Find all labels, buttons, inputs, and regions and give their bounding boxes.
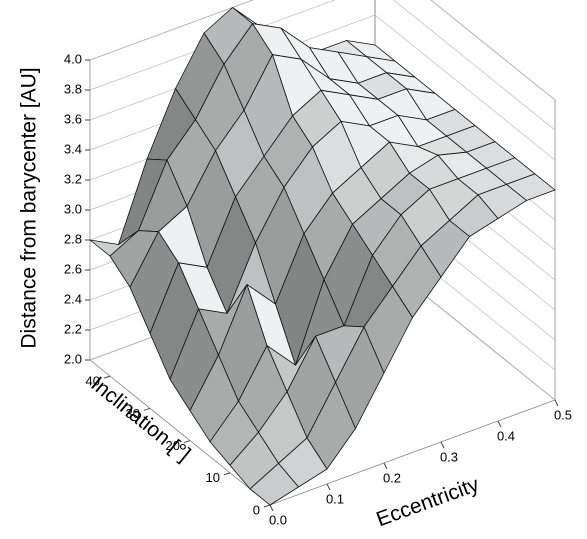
- x-tick-label: 0.4: [497, 428, 515, 443]
- z-tick-label: 2.0: [64, 351, 82, 366]
- z-tick-label: 2.4: [64, 291, 82, 306]
- y-tick-label: 0: [253, 502, 260, 517]
- y-tick: [103, 375, 111, 379]
- y-tick: [223, 472, 231, 476]
- x-tick-label: 0.5: [554, 407, 572, 422]
- z-axis-title: Distance from barycenter [AU]: [18, 67, 41, 348]
- z-tick-label: 3.4: [64, 141, 82, 156]
- x-tick: [554, 399, 559, 407]
- x-tick: [440, 441, 445, 449]
- z-tick-label: 3.6: [64, 111, 82, 126]
- grid-line: [89, 0, 556, 131]
- z-tick-label: 3.0: [64, 201, 82, 216]
- surface: [89, 7, 556, 506]
- z-tick-label: 3.2: [64, 171, 82, 186]
- y-tick-label: 30: [126, 406, 140, 421]
- x-tick-label: 0.0: [269, 512, 287, 527]
- z-tick-label: 2.8: [64, 231, 82, 246]
- z-tick-label: 2.6: [64, 261, 82, 276]
- y-tick-label: 40: [86, 374, 100, 389]
- z-tick-label: 3.8: [64, 81, 82, 96]
- x-tick: [383, 462, 388, 470]
- y-tick: [143, 407, 151, 411]
- y-tick-label: 10: [206, 470, 220, 485]
- grid-line: [89, 0, 556, 101]
- x-tick: [497, 420, 502, 428]
- x-tick: [269, 504, 274, 512]
- x-tick-label: 0.1: [326, 491, 344, 506]
- x-tick-label: 0.3: [440, 449, 458, 464]
- surface-cell: [249, 462, 299, 506]
- x-tick-label: 0.2: [383, 470, 401, 485]
- y-tick-label: 20: [166, 438, 180, 453]
- y-tick: [263, 504, 271, 508]
- z-tick-label: 4.0: [64, 51, 82, 66]
- y-tick: [183, 440, 191, 444]
- z-tick-label: 2.2: [64, 321, 82, 336]
- x-tick: [326, 483, 331, 491]
